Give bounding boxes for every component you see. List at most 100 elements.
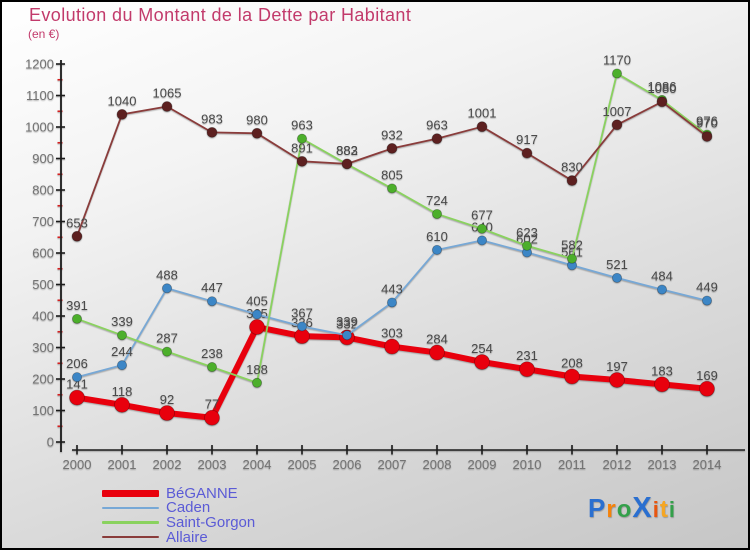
data-label-allaire: 932 [381,127,403,142]
data-point-saint-gorgon [567,253,578,264]
data-point-b-ganne [654,376,670,393]
data-point-caden [117,360,128,371]
data-label-b-ganne: 169 [696,368,718,383]
data-point-b-ganne [609,372,625,388]
legend-swatch-allaire [102,535,159,539]
data-point-allaire [386,143,398,154]
data-point-saint-gorgon [251,377,262,388]
data-label-b-ganne: 284 [426,332,448,347]
data-point-b-ganne [69,389,85,406]
y-tick-label: 1200 [25,57,54,72]
data-label-caden: 367 [291,305,313,320]
data-label-allaire: 983 [201,111,223,126]
data-label-caden: 405 [246,293,268,308]
data-label-saint-gorgon: 882 [336,143,358,158]
data-point-saint-gorgon [117,330,128,341]
data-label-saint-gorgon: 1170 [603,52,631,67]
legend-label-allaire: Allaire [166,528,208,546]
data-label-b-ganne: 197 [606,359,628,374]
data-label-b-ganne: 332 [336,316,358,331]
data-label-caden: 206 [66,356,88,371]
x-tick-label: 2004 [243,457,272,472]
data-point-b-ganne [159,405,175,421]
data-point-b-ganne [384,338,400,355]
data-label-caden: 521 [606,257,628,272]
data-point-b-ganne [474,354,490,370]
data-label-saint-gorgon: 188 [246,362,268,377]
logo-letter-5: t [659,496,669,523]
data-point-allaire [431,133,443,145]
data-point-allaire [251,127,263,139]
legend-swatch-saint-gorgon [102,521,159,524]
logo-letter-4: i [652,497,660,522]
logo-letter-0: P [588,493,607,523]
y-tick-label: 200 [32,372,54,387]
y-tick-label: 1100 [26,88,54,103]
data-point-caden [341,330,352,341]
data-point-b-ganne [114,396,130,413]
legend-label-b-ganne: BéGANNE [166,484,238,502]
legend-item-caden: Caden [102,499,255,517]
data-point-allaire [116,109,128,120]
data-label-b-ganne: 208 [561,355,583,370]
data-point-allaire [161,101,173,112]
data-label-b-ganne: 92 [160,392,174,407]
x-tick-label: 2013 [648,457,677,472]
x-tick-label: 2012 [603,457,632,472]
data-label-allaire: 980 [246,112,268,127]
x-tick-label: 2005 [288,457,317,472]
x-tick-label: 2011 [558,457,586,472]
data-point-allaire [566,175,578,186]
data-point-saint-gorgon [296,133,307,144]
x-tick-label: 2000 [63,457,92,472]
data-point-b-ganne [249,319,265,335]
y-tick-label: 100 [32,403,54,418]
data-point-saint-gorgon [386,183,397,194]
data-label-caden: 488 [156,267,178,282]
data-label-allaire: 1001 [468,106,497,121]
data-point-caden [431,244,442,255]
data-label-caden: 339 [336,314,358,329]
legend-label-caden: Caden [166,499,211,517]
data-point-allaire [476,121,488,133]
legend-label-saint-gorgon: Saint-Gorgon [166,513,256,531]
legend-swatch-b-ganne [102,489,159,497]
data-point-caden [702,295,713,306]
data-label-saint-gorgon: 724 [426,193,448,208]
data-label-allaire: 830 [561,160,583,175]
x-tick-label: 2014 [693,457,722,472]
logo-letter-6: i [668,497,676,522]
data-label-allaire: 891 [291,140,313,155]
x-tick-label: 2001 [108,457,137,472]
data-label-caden: 561 [561,244,583,259]
data-label-saint-gorgon: 976 [696,114,718,129]
y-tick-label: 800 [32,183,54,198]
chart-title: Evolution du Montant de la Dette par Hab… [29,5,412,25]
x-tick-label: 2002 [153,457,182,472]
data-point-allaire [656,96,668,108]
data-label-allaire: 1065 [153,86,182,101]
y-tick-label: 300 [32,340,54,355]
data-point-saint-gorgon [612,68,623,79]
data-label-allaire: 883 [336,143,358,158]
data-point-caden [206,296,217,307]
chart-subtitle: (en €) [28,27,60,41]
data-label-caden: 484 [651,269,673,284]
data-point-b-ganne [519,361,535,378]
data-label-saint-gorgon: 339 [111,314,133,329]
data-point-caden [72,372,83,383]
proxiti-logo: ProXiti [588,492,676,525]
data-label-allaire: 917 [516,132,538,147]
y-tick-label: 400 [32,309,54,324]
data-point-b-ganne [204,409,220,426]
data-label-allaire: 970 [696,115,718,130]
data-label-b-ganne: 118 [112,384,133,399]
logo-letter-3: X [632,492,653,524]
data-point-allaire [521,147,533,159]
y-tick-label: 500 [32,277,54,292]
data-label-allaire: 1007 [603,104,632,119]
y-tick-label: 700 [32,214,54,229]
logo-letter-1: r [606,496,617,523]
data-point-saint-gorgon [206,362,217,373]
